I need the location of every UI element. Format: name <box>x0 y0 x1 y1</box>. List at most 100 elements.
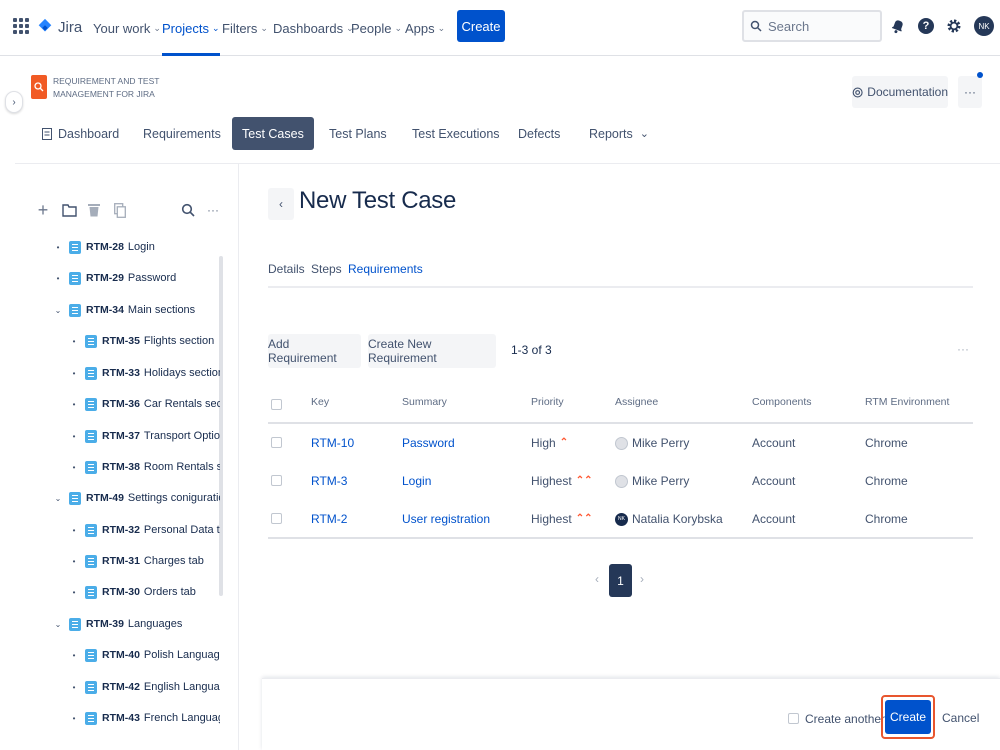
requirement-summary-link[interactable]: Password <box>402 436 455 450</box>
tree-item[interactable]: • RTM-40 Polish Language <box>69 645 220 665</box>
tab-steps[interactable]: Steps <box>311 262 342 276</box>
requirement-key-link[interactable]: RTM-10 <box>311 436 355 450</box>
add-requirement-button[interactable]: Add Requirement <box>268 334 361 368</box>
requirement-key-link[interactable]: RTM-2 <box>311 512 348 526</box>
tab-test-executions[interactable]: Test Executions <box>402 117 510 150</box>
test-case-tree: • RTM-28 Login • RTM-29 Password ⌄ RTM-3… <box>15 230 220 740</box>
project-name: REQUIREMENT AND TEST MANAGEMENT FOR JIRA <box>53 76 160 99</box>
assignee-cell: Mike Perry <box>615 436 689 450</box>
tree-folder[interactable]: ⌄ RTM-39 Languages <box>53 614 182 634</box>
pagination-prev-icon[interactable]: ‹ <box>595 572 599 586</box>
notifications-icon[interactable] <box>888 16 908 36</box>
column-header-summary[interactable]: Summary <box>402 396 447 408</box>
pagination-next-icon[interactable]: › <box>640 572 644 586</box>
tree-search-icon[interactable] <box>180 200 196 220</box>
tab-dashboard[interactable]: Dashboard <box>32 117 129 150</box>
documentation-button[interactable]: Documentation <box>852 76 948 108</box>
cancel-button[interactable]: Cancel <box>942 711 980 725</box>
global-create-button[interactable]: Create <box>457 10 505 42</box>
tree-item[interactable]: • RTM-28 Login <box>53 237 155 257</box>
tree-item-key: RTM-29 <box>86 272 124 284</box>
tab-label: Test Executions <box>412 126 500 141</box>
nav-apps[interactable]: Apps ⌄ <box>405 0 445 56</box>
nav-your-work[interactable]: Your work ⌄ <box>93 0 161 56</box>
create-test-case-button[interactable]: Create <box>885 700 931 734</box>
logo-text: Jira <box>58 18 83 36</box>
chevron-down-icon[interactable]: ⌄ <box>54 619 62 629</box>
column-header-components[interactable]: Components <box>752 396 812 408</box>
requirement-summary-link[interactable]: Login <box>402 474 432 488</box>
tab-defects[interactable]: Defects <box>508 117 570 150</box>
column-header-priority[interactable]: Priority <box>531 396 564 408</box>
back-button[interactable]: ‹ <box>268 188 294 220</box>
priority-label: Highest <box>531 474 572 488</box>
copy-icon[interactable] <box>112 200 128 220</box>
create-another-label[interactable]: Create another <box>805 712 886 726</box>
row-checkbox[interactable] <box>271 437 282 448</box>
column-header-environment[interactable]: RTM Environment <box>865 396 950 408</box>
profile-avatar[interactable]: NK <box>974 16 994 36</box>
tree-bullet: • <box>72 336 76 346</box>
app-switcher-icon[interactable] <box>13 18 29 34</box>
tree-folder[interactable]: ⌄ RTM-34 Main sections <box>53 300 195 320</box>
settings-gear-icon[interactable] <box>944 16 964 36</box>
row-checkbox[interactable] <box>271 513 282 524</box>
tree-item[interactable]: • RTM-38 Room Rentals secti <box>69 457 220 477</box>
create-another-checkbox[interactable] <box>788 713 799 724</box>
tree-item[interactable]: • RTM-35 Flights section <box>69 331 214 351</box>
search-placeholder: Search <box>768 18 810 34</box>
tree-scrollbar[interactable] <box>219 256 223 596</box>
jira-logo[interactable]: Jira <box>36 16 82 38</box>
assignee-name: Mike Perry <box>632 436 690 450</box>
tab-test-cases[interactable]: Test Cases <box>232 117 314 150</box>
nav-dashboards[interactable]: Dashboards ⌄ <box>273 0 354 56</box>
tree-item[interactable]: • RTM-37 Transport Options s <box>69 426 220 446</box>
column-header-key[interactable]: Key <box>311 396 330 408</box>
tab-label: Dashboard <box>58 126 120 141</box>
more-icon[interactable]: ··· <box>207 203 219 217</box>
header-divider <box>15 163 1000 164</box>
folder-icon[interactable] <box>60 200 78 220</box>
tree-item[interactable]: • RTM-42 English Language <box>69 677 220 697</box>
tree-item-key: RTM-43 <box>102 712 140 724</box>
tree-item[interactable]: • RTM-29 Password <box>53 268 176 288</box>
requirement-key-link[interactable]: RTM-3 <box>311 474 348 488</box>
tab-label: Reports <box>589 126 633 141</box>
tab-reports[interactable]: Reports ⌄ <box>579 117 659 150</box>
nav-filters[interactable]: Filters ⌄ <box>222 0 268 56</box>
search-input[interactable]: Search <box>742 10 882 42</box>
tree-bullet: • <box>72 399 76 409</box>
tree-item[interactable]: • RTM-30 Orders tab <box>69 582 196 602</box>
tree-item[interactable]: • RTM-43 French Language <box>69 708 220 728</box>
nav-people[interactable]: People ⌄ <box>351 0 402 56</box>
tree-folder[interactable]: ⌄ RTM-49 Settings coniguration <box>53 488 220 508</box>
test-case-icon <box>69 303 81 317</box>
select-all-checkbox[interactable] <box>271 399 282 410</box>
plus-icon[interactable]: + <box>37 199 49 220</box>
tab-details[interactable]: Details <box>268 262 305 276</box>
tab-test-plans[interactable]: Test Plans <box>319 117 397 150</box>
tree-bullet: • <box>56 273 60 283</box>
trash-icon[interactable] <box>86 200 102 220</box>
chevron-down-icon[interactable]: ⌄ <box>54 493 62 503</box>
row-checkbox[interactable] <box>271 475 282 486</box>
pagination-page-current[interactable]: 1 <box>609 564 632 597</box>
tab-requirements-form[interactable]: Requirements <box>348 262 423 288</box>
project-more-button[interactable]: ··· <box>958 76 982 108</box>
column-header-assignee[interactable]: Assignee <box>615 396 659 408</box>
tree-item[interactable]: • RTM-33 Holidays section <box>69 363 220 383</box>
create-new-requirement-button[interactable]: Create New Requirement <box>368 334 496 368</box>
nav-projects[interactable]: Projects ⌄ <box>162 0 220 56</box>
tree-item-key: RTM-34 <box>86 304 124 316</box>
tree-item[interactable]: • RTM-32 Personal Data tab <box>69 520 220 540</box>
tree-item-key: RTM-42 <box>102 681 140 693</box>
chevron-down-icon[interactable]: ⌄ <box>54 305 62 315</box>
table-more-icon[interactable]: ··· <box>957 342 969 356</box>
chevron-down-icon: ⌄ <box>260 22 268 33</box>
tab-requirements[interactable]: Requirements <box>133 117 231 150</box>
sidebar-expand-button[interactable]: › <box>5 91 23 113</box>
tree-item[interactable]: • RTM-31 Charges tab <box>69 551 204 571</box>
tree-item[interactable]: • RTM-36 Car Rentals section <box>69 394 220 414</box>
requirement-summary-link[interactable]: User registration <box>402 512 491 526</box>
help-icon[interactable]: ? <box>916 16 936 36</box>
